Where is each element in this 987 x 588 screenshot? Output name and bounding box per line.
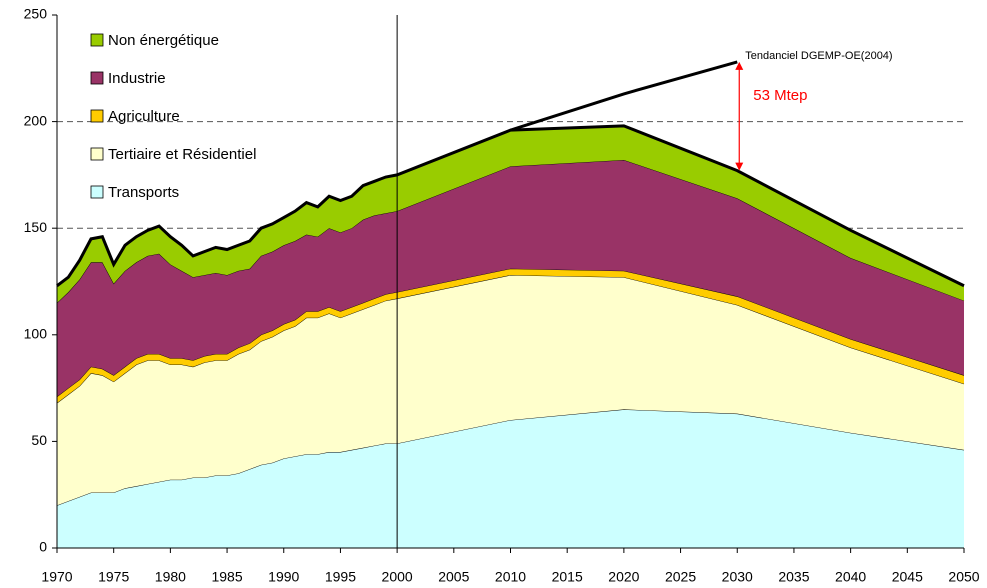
arrow-head — [735, 61, 744, 70]
total-line — [56, 124, 965, 288]
x-tick-label: 1970 — [41, 569, 72, 585]
x-tick-label: 2000 — [382, 569, 413, 585]
legend-label: Agriculture — [108, 108, 180, 125]
y-tick-label: 50 — [31, 432, 47, 448]
legend-swatch — [90, 147, 104, 161]
x-tick-label: 2020 — [608, 569, 639, 585]
trend-label: Tendanciel DGEMP-OE(2004) — [745, 50, 892, 62]
x-tick-label: 2030 — [722, 569, 753, 585]
x-tick-label: 2035 — [778, 569, 809, 585]
x-tick-label: 2045 — [892, 569, 923, 585]
legend-label: Non énergétique — [108, 32, 219, 49]
x-tick-label: 2050 — [948, 569, 979, 585]
trend-line — [510, 60, 738, 132]
y-tick-label: 250 — [24, 6, 48, 22]
area — [57, 409, 964, 548]
legend-swatch — [90, 33, 104, 47]
x-tick-label: 1995 — [325, 569, 356, 585]
legend-swatch — [90, 109, 104, 123]
y-tick-label: 0 — [39, 539, 47, 555]
x-tick-label: 2005 — [438, 569, 469, 585]
legend-label: Tertiaire et Résidentiel — [108, 146, 256, 163]
arrow-head — [735, 162, 744, 171]
y-tick-label: 100 — [24, 326, 48, 342]
x-tick-label: 2040 — [835, 569, 866, 585]
gap-label: 53 Mtep — [753, 87, 807, 104]
legend-label: Transports — [108, 184, 179, 201]
legend-swatch — [90, 71, 104, 85]
legend-label: Industrie — [108, 70, 166, 87]
area — [57, 125, 964, 303]
y-tick-label: 150 — [24, 219, 48, 235]
x-tick-label: 1980 — [155, 569, 186, 585]
x-tick-label: 1975 — [98, 569, 129, 585]
y-tick-label: 200 — [24, 112, 48, 128]
x-tick-label: 2015 — [552, 569, 583, 585]
x-tick-label: 2025 — [665, 569, 696, 585]
area — [57, 275, 964, 506]
area — [57, 268, 964, 404]
x-tick-label: 1985 — [211, 569, 242, 585]
area — [57, 159, 964, 397]
x-tick-label: 2010 — [495, 569, 526, 585]
x-tick-label: 1990 — [268, 569, 299, 585]
legend-swatch — [90, 185, 104, 199]
